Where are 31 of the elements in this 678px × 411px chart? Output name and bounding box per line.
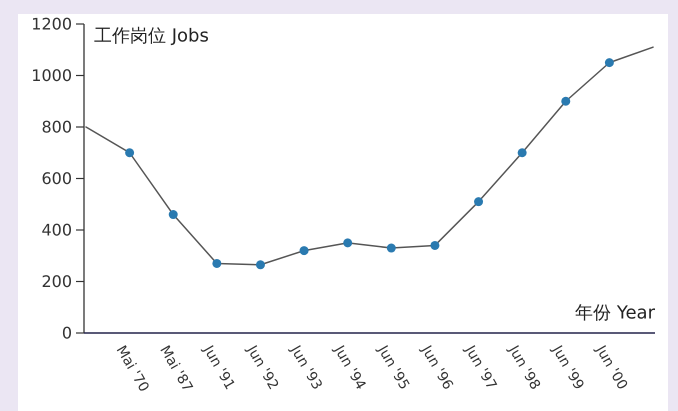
- point: [561, 96, 570, 106]
- point: [125, 148, 134, 158]
- point: [343, 238, 352, 248]
- x-tick-label: Jun '98: [504, 342, 544, 393]
- x-tick-label: Jun '97: [461, 342, 500, 393]
- x-tick-label: Jun '94: [330, 342, 369, 393]
- point: [430, 240, 440, 250]
- point: [168, 210, 178, 220]
- y-tick-label: 800: [41, 118, 72, 136]
- y-tick-label: 600: [41, 169, 72, 188]
- x-tick-label: Jun '95: [374, 342, 412, 393]
- x-tick-label: Jun '96: [417, 342, 456, 393]
- y-tick-label: 1200: [31, 14, 72, 34]
- x-tick-label: Jun '93: [286, 342, 326, 393]
- point: [474, 197, 484, 206]
- x-axis-title: 年份 Year: [575, 302, 656, 324]
- x-tick-label: Jun '92: [243, 342, 282, 393]
- y-tick-label: 200: [41, 272, 72, 291]
- y-tick-label: 400: [41, 220, 72, 240]
- point: [386, 244, 396, 253]
- point: [300, 246, 309, 256]
- x-tick-label: Jun '99: [548, 342, 587, 393]
- point: [256, 260, 265, 270]
- x-tick-label: Jun '91: [199, 342, 238, 393]
- x-tick-label: Jun '00: [592, 342, 630, 393]
- y-tick-label: 0: [62, 324, 72, 342]
- y-tick-label: 1000: [31, 66, 72, 85]
- point: [212, 258, 222, 268]
- point: [518, 148, 527, 158]
- point: [604, 58, 614, 68]
- y-axis-title: 工作岗位 Jobs: [94, 26, 209, 46]
